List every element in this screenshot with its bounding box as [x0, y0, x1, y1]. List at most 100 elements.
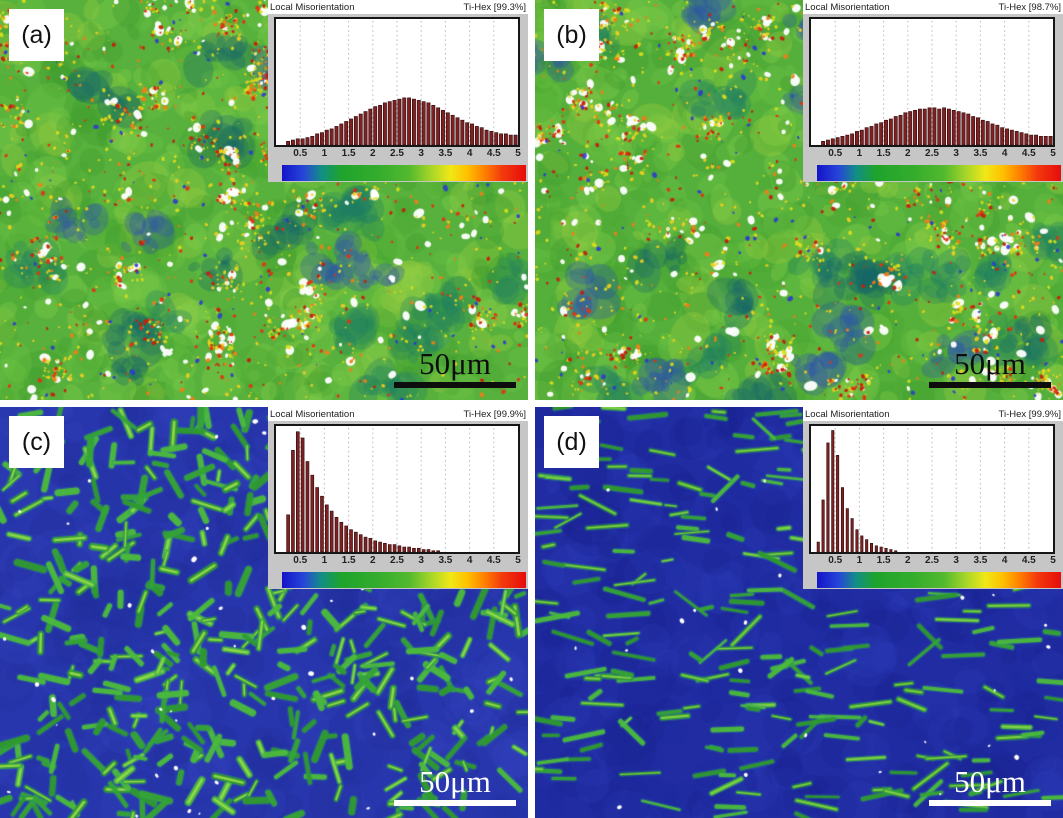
- scale-bar: 50μm: [929, 346, 1051, 388]
- scale-bar: 50μm: [394, 764, 516, 806]
- panel-label: (d): [544, 416, 599, 468]
- scale-bar-label: 50μm: [954, 346, 1026, 381]
- x-tick-label: 5: [515, 555, 521, 566]
- panel-d: (d) 50μm Local Misorientation Ti-Hex [99…: [535, 407, 1063, 818]
- x-tick-label: 4: [1001, 555, 1008, 566]
- x-tick-label: 1: [856, 555, 863, 566]
- phase-fraction-label: Ti-Hex [99.9%]: [998, 408, 1061, 420]
- x-tick-label: 1: [321, 148, 328, 159]
- inset-chart: Local Misorientation Ti-Hex [99.9%] 0.5 1…: [268, 407, 528, 589]
- inset-chart: Local Misorientation Ti-Hex [99.3%] 0.5 1…: [268, 0, 528, 182]
- histogram-svg: [816, 428, 1030, 552]
- x-tick-label: 4: [1001, 148, 1008, 159]
- x-axis-ticks: 0.5 1 1.5 2 2.5 3 3.5 4 4.5 5: [803, 555, 1063, 570]
- scale-bar-line: [929, 382, 1051, 388]
- scale-bar-label: 50μm: [954, 764, 1026, 799]
- inset-title-row: Local Misorientation Ti-Hex [99.3%]: [268, 0, 528, 14]
- colorbar-gradient: [282, 165, 526, 181]
- scale-bar-line: [929, 800, 1051, 806]
- x-tick-label: 4.5: [486, 555, 501, 566]
- colorbar-gradient: [282, 572, 526, 588]
- x-tick-label: 0.5: [828, 148, 843, 159]
- panel-b: (b) 50μm Local Misorientation Ti-Hex [98…: [535, 0, 1063, 400]
- phase-fraction-label: Ti-Hex [99.9%]: [463, 408, 526, 420]
- inset-title-row: Local Misorientation Ti-Hex [99.9%]: [268, 407, 528, 421]
- x-tick-label: 3.5: [973, 555, 988, 566]
- x-tick-label: 3.5: [438, 148, 453, 159]
- x-tick-label: 2: [905, 148, 911, 159]
- x-tick-label: 5: [1050, 148, 1056, 159]
- x-tick-label: 3: [953, 555, 959, 566]
- colorbar-gradient: [817, 572, 1061, 588]
- panel-label-text: (a): [21, 20, 52, 49]
- x-tick-label: 3: [953, 148, 959, 159]
- x-axis-ticks: 0.5 1 1.5 2 2.5 3 3.5 4 4.5 5: [268, 555, 528, 570]
- inset-body: 0.5 1 1.5 2 2.5 3 3.5 4 4.5 5: [268, 14, 528, 182]
- panel-label-text: (b): [556, 20, 587, 49]
- x-axis-ticks: 0.5 1 1.5 2 2.5 3 3.5 4 4.5 5: [268, 148, 528, 163]
- scale-bar: 50μm: [929, 764, 1051, 806]
- panel-label: (a): [9, 9, 64, 61]
- x-tick-label: 2.5: [390, 148, 404, 159]
- inset-body: 0.5 1 1.5 2 2.5 3 3.5 4 4.5 5: [803, 14, 1063, 182]
- x-tick-label: 2: [370, 555, 376, 566]
- x-tick-label: 3.5: [438, 555, 453, 566]
- x-tick-label: 4: [466, 555, 473, 566]
- panel-label-text: (c): [21, 427, 52, 456]
- x-tick-label: 5: [515, 148, 521, 159]
- histogram-plot: [809, 424, 1055, 554]
- histogram-plot: [809, 17, 1055, 147]
- x-tick-label: 1.5: [341, 555, 356, 566]
- panel-c: (c) 50μm Local Misorientation Ti-Hex [99…: [0, 407, 528, 818]
- x-tick-label: 3: [418, 148, 424, 159]
- inset-title: Local Misorientation: [270, 408, 355, 420]
- inset-title: Local Misorientation: [805, 408, 890, 420]
- x-tick-label: 1: [321, 555, 328, 566]
- x-axis-ticks: 0.5 1 1.5 2 2.5 3 3.5 4 4.5 5: [803, 148, 1063, 163]
- x-tick-label: 5: [1050, 555, 1056, 566]
- inset-body: 0.5 1 1.5 2 2.5 3 3.5 4 4.5 5: [803, 421, 1063, 589]
- histogram-plot: [274, 17, 520, 147]
- inset-chart: Local Misorientation Ti-Hex [99.9%] 0.5 1…: [803, 407, 1063, 589]
- scale-bar-label: 50μm: [419, 346, 491, 381]
- panel-label: (c): [9, 416, 64, 468]
- inset-title: Local Misorientation: [270, 1, 355, 13]
- inset-title-row: Local Misorientation Ti-Hex [98.7%]: [803, 0, 1063, 14]
- x-tick-label: 1.5: [341, 148, 356, 159]
- scale-bar-line: [394, 382, 516, 388]
- x-tick-label: 2.5: [925, 555, 939, 566]
- x-tick-label: 1.5: [876, 148, 891, 159]
- inset-body: 0.5 1 1.5 2 2.5 3 3.5 4 4.5 5: [268, 421, 528, 589]
- phase-fraction-label: Ti-Hex [98.7%]: [998, 1, 1061, 13]
- histogram-svg: [821, 21, 1053, 145]
- colorbar-gradient: [817, 165, 1061, 181]
- phase-fraction-label: Ti-Hex [99.3%]: [463, 1, 526, 13]
- panel-a: (a) 50μm Local Misorientation Ti-Hex [99…: [0, 0, 528, 400]
- x-tick-label: 0.5: [828, 555, 843, 566]
- scale-bar-line: [394, 800, 516, 806]
- x-tick-label: 2.5: [925, 148, 939, 159]
- histogram-svg: [286, 428, 495, 552]
- histogram-plot: [274, 424, 520, 554]
- x-tick-label: 0.5: [293, 555, 308, 566]
- x-tick-label: 1: [856, 148, 863, 159]
- panel-label: (b): [544, 9, 599, 61]
- inset-title-row: Local Misorientation Ti-Hex [99.9%]: [803, 407, 1063, 421]
- scale-bar-label: 50μm: [419, 764, 491, 799]
- x-tick-label: 3.5: [973, 148, 988, 159]
- x-tick-label: 0.5: [293, 148, 308, 159]
- x-tick-label: 3: [418, 555, 424, 566]
- x-tick-label: 2.5: [390, 555, 404, 566]
- x-tick-label: 2: [370, 148, 376, 159]
- scale-bar: 50μm: [394, 346, 516, 388]
- histogram-svg: [286, 21, 518, 145]
- x-tick-label: 4.5: [486, 148, 501, 159]
- panel-label-text: (d): [556, 427, 587, 456]
- x-tick-label: 4.5: [1021, 148, 1036, 159]
- x-tick-label: 1.5: [876, 555, 891, 566]
- inset-title: Local Misorientation: [805, 1, 890, 13]
- x-tick-label: 4.5: [1021, 555, 1036, 566]
- x-tick-label: 2: [905, 555, 911, 566]
- x-tick-label: 4: [466, 148, 473, 159]
